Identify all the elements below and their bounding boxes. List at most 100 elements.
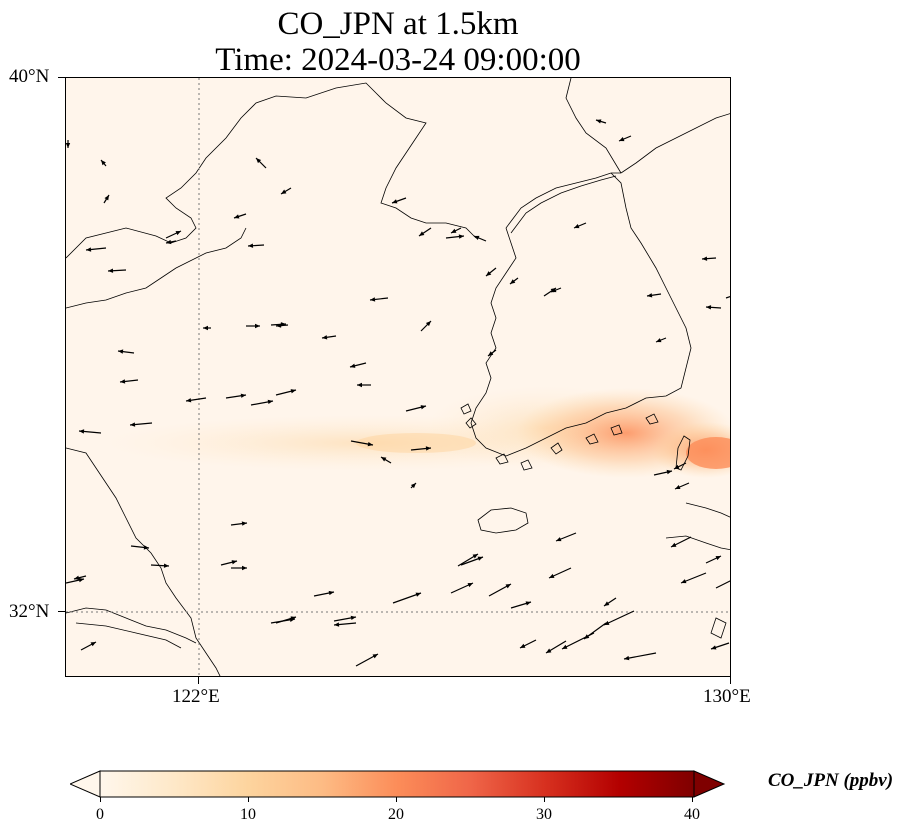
lat-tick-mark	[58, 611, 65, 612]
wind-vector-arrowhead	[706, 305, 712, 310]
wind-vector-arrowhead	[549, 573, 555, 578]
wind-vector-arrowhead	[203, 325, 208, 331]
wind-vector-arrowhead	[143, 545, 149, 550]
colorbar-gradient	[99, 770, 695, 798]
wind-vector-arrowhead	[276, 323, 282, 328]
wind-vector-arrowhead	[130, 422, 136, 427]
wind-vector-arrowhead	[596, 119, 602, 124]
wind-vector-arrowhead	[551, 288, 557, 293]
wind-vector-arrowhead	[255, 323, 260, 329]
map-subtitle-time: Time: 2024-03-24 09:00:00	[215, 42, 581, 78]
wind-vector-shaft	[715, 580, 730, 589]
wind-vector-shaft	[725, 296, 730, 299]
wind-vector-arrowhead	[357, 382, 362, 388]
wind-vector-arrowhead	[166, 239, 172, 245]
wind-vector-shaft	[603, 610, 635, 626]
lat-tick-mark	[58, 77, 65, 78]
map-canvas	[66, 78, 730, 676]
colorbar-label: CO_JPN (ppbv)	[768, 770, 894, 791]
wind-vector-arrowhead	[241, 521, 247, 526]
wind-vector-arrowhead	[101, 160, 106, 166]
wind-vector-arrowhead	[562, 644, 568, 649]
lat-tick-label: 32°N	[9, 601, 50, 622]
lon-tick-label: 122°E	[172, 686, 220, 707]
wind-vector-arrowhead	[78, 577, 84, 583]
wind-vector-arrowhead	[574, 224, 580, 229]
wind-vector-arrowhead	[163, 563, 169, 568]
wind-vector-arrowhead	[74, 575, 80, 580]
wind-vector-arrowhead	[675, 485, 681, 490]
lat-tick-label: 40°N	[9, 66, 50, 87]
wind-vector-arrowhead	[458, 234, 464, 239]
colorbar-tick-label: 30	[536, 806, 552, 823]
wind-vector-arrowhead	[666, 469, 672, 475]
colorbar-extend-max	[693, 770, 726, 798]
colorbar-extend-min	[68, 770, 101, 798]
wind-vector-arrowhead	[488, 351, 494, 356]
wind-vector-arrowhead	[556, 537, 562, 542]
wind-vector-arrowhead	[647, 293, 653, 298]
lon-tick-label: 130°E	[703, 686, 751, 707]
wind-vector-arrowhead	[604, 620, 610, 625]
wind-vector-arrowhead	[410, 483, 416, 489]
wind-vector-arrowhead	[472, 554, 478, 559]
colorbar-tick-mark	[544, 797, 545, 802]
wind-vector-arrowhead	[289, 617, 295, 622]
wind-vector-arrowhead	[420, 405, 426, 410]
wind-vector-arrowhead	[108, 268, 114, 273]
lon-tick-mark	[730, 677, 731, 684]
wind-vector-arrowhead	[674, 464, 680, 469]
wind-vector-arrowhead	[367, 441, 373, 447]
wind-vector-arrowhead	[624, 655, 630, 661]
coastlines	[66, 78, 730, 676]
wind-vector-arrowhead	[419, 231, 425, 236]
wind-vector-arrowhead	[486, 271, 492, 276]
wind-vector-arrowhead	[372, 654, 378, 659]
wind-vector-arrowhead	[79, 429, 85, 434]
wind-vector-arrowhead	[370, 297, 376, 302]
wind-vector-shaft	[623, 652, 657, 660]
wind-vector-arrowhead	[467, 583, 473, 588]
wind-vector-arrowhead	[66, 143, 71, 148]
wind-vector-arrowhead	[234, 214, 240, 219]
wind-vector-arrowhead	[451, 228, 457, 233]
wind-vector-arrowhead	[186, 398, 192, 403]
colorbar-tick-mark	[100, 797, 101, 802]
wind-vector-arrowhead	[546, 648, 552, 653]
wind-vector-arrowhead	[702, 256, 708, 261]
wind-vector-arrowhead	[510, 279, 516, 284]
wind-vector-arrowhead	[477, 556, 483, 561]
wind-vector-shaft	[561, 632, 595, 650]
wind-vector-arrowhead	[474, 235, 480, 240]
wind-vector-arrowhead	[90, 642, 96, 647]
wind-vector-arrowhead	[175, 231, 181, 236]
wind-vector-arrowhead	[118, 349, 124, 354]
wind-vector-arrowhead	[681, 579, 687, 584]
map-background	[66, 78, 730, 676]
colorbar-tick-mark	[248, 797, 249, 802]
wind-vector-arrowhead	[328, 590, 334, 596]
colorbar-tick-label: 0	[96, 806, 104, 823]
wind-vector-arrowhead	[231, 560, 237, 565]
gridlines	[66, 78, 730, 676]
wind-vector-arrowhead	[267, 399, 273, 405]
wind-vector-arrowhead	[715, 556, 721, 561]
colorbar-tick-label: 20	[388, 806, 404, 823]
lon-tick-mark	[198, 677, 199, 684]
wind-vector-arrowhead	[334, 622, 340, 627]
wind-vector-arrowhead	[656, 338, 662, 343]
wind-vector-arrowhead	[350, 363, 356, 368]
colorbar-tick-mark	[396, 797, 397, 802]
wind-vector-field	[66, 119, 730, 667]
colorbar	[68, 770, 726, 805]
wind-vector-arrowhead	[525, 601, 531, 606]
colorbar-tick-label: 40	[684, 806, 700, 823]
wind-vector-arrowhead	[381, 457, 387, 462]
map-panel	[65, 77, 731, 677]
wind-vector-arrowhead	[392, 199, 398, 204]
colorbar-tick-label: 10	[240, 806, 256, 823]
wind-vector-arrowhead	[619, 137, 625, 142]
colorbar-tick-mark	[692, 797, 693, 802]
wind-vector-arrowhead	[350, 615, 356, 621]
wind-vector-arrowhead	[256, 158, 262, 164]
